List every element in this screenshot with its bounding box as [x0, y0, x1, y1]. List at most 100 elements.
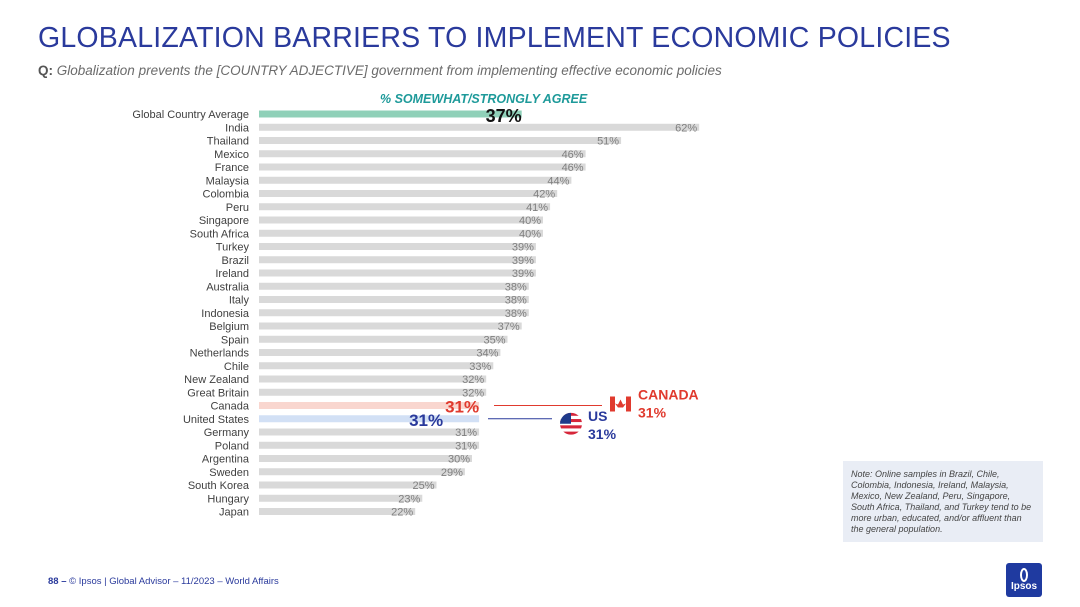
ipsos-logo: Ipsos — [1006, 563, 1042, 597]
bar — [259, 163, 586, 171]
bar — [259, 468, 465, 476]
bar — [259, 388, 487, 396]
bar — [259, 282, 529, 290]
value-label: 62% — [675, 122, 697, 134]
bar — [259, 415, 480, 423]
value-label: 39% — [512, 268, 534, 280]
value-label: 31% — [455, 427, 477, 439]
canada-callout-value: 31% — [638, 405, 667, 421]
category-label: Indonesia — [201, 308, 250, 320]
bar — [259, 243, 536, 250]
value-label: 31% — [455, 440, 477, 452]
category-label: France — [215, 162, 249, 174]
chart-subtitle: % SOMEWHAT/STRONGLY AGREE — [380, 92, 588, 106]
bar — [259, 402, 480, 409]
bar — [259, 375, 487, 383]
footer: 88 – © Ipsos | Global Advisor – 11/2023 … — [48, 576, 279, 587]
value-label: 39% — [512, 242, 534, 254]
category-label: Spain — [221, 334, 249, 346]
category-label: South Korea — [188, 480, 250, 492]
value-label: 22% — [391, 507, 413, 519]
category-label: Sweden — [209, 467, 249, 479]
value-label: 32% — [462, 387, 484, 399]
bar — [259, 508, 416, 515]
bar — [259, 481, 437, 489]
bar — [259, 349, 501, 356]
bar — [259, 229, 543, 237]
value-label: 33% — [469, 361, 491, 373]
value-label: 34% — [476, 348, 498, 360]
category-label: Singapore — [199, 215, 249, 227]
category-label: Peru — [226, 202, 249, 214]
bar — [259, 362, 494, 370]
value-label: 46% — [562, 149, 584, 161]
category-label: Global Country Average — [132, 109, 249, 121]
bar — [259, 137, 622, 144]
category-label: Chile — [224, 361, 249, 373]
us-callout-name: US — [588, 408, 607, 424]
value-label: 41% — [526, 202, 548, 214]
value-label: 39% — [512, 255, 534, 267]
value-label: 25% — [412, 480, 434, 492]
us-flag-icon — [560, 412, 582, 435]
bar — [259, 322, 522, 330]
bar — [259, 494, 423, 502]
canada-flag-band-right — [626, 396, 631, 412]
category-label: Japan — [219, 507, 249, 519]
note-box: Note: Online samples in Brazil, Chile, C… — [843, 461, 1043, 542]
category-label: Germany — [204, 427, 250, 439]
bar — [259, 296, 529, 303]
category-label: Argentina — [202, 454, 250, 466]
bar — [259, 150, 586, 158]
value-label: 38% — [505, 308, 527, 320]
page-title: GLOBALIZATION BARRIERS TO IMPLEMENT ECON… — [38, 22, 951, 54]
category-label: India — [225, 122, 250, 134]
logo-text: Ipsos — [1010, 581, 1038, 592]
category-label: Colombia — [203, 189, 250, 201]
value-label: 40% — [519, 228, 541, 240]
category-label: New Zealand — [184, 374, 249, 386]
category-label: Ireland — [215, 268, 249, 280]
value-label: 40% — [519, 215, 541, 227]
category-label: South Africa — [190, 228, 250, 240]
value-label: 42% — [533, 189, 555, 201]
category-label: Poland — [215, 440, 249, 452]
category-label: Mexico — [214, 149, 249, 161]
value-label: 29% — [441, 467, 463, 479]
bar — [259, 428, 480, 436]
bar — [259, 256, 536, 264]
value-label: 46% — [562, 162, 584, 174]
bar — [259, 441, 480, 449]
category-label: Italy — [229, 295, 250, 307]
value-label: 38% — [505, 281, 527, 293]
value-label: 30% — [448, 454, 470, 466]
value-label: 51% — [597, 136, 619, 148]
bar — [259, 309, 529, 317]
bar — [259, 203, 551, 211]
footer-text: © Ipsos | Global Advisor – 11/2023 – Wor… — [69, 576, 279, 587]
category-label: Belgium — [209, 321, 249, 333]
value-label: 32% — [462, 374, 484, 386]
page-number: 88 – — [48, 576, 67, 587]
bar — [259, 269, 536, 277]
us-callout-value: 31% — [588, 426, 617, 442]
bar — [259, 455, 472, 462]
bar — [259, 216, 543, 224]
value-label: 35% — [483, 334, 505, 346]
maple-leaf-icon — [615, 399, 626, 408]
question-text: Q: Globalization prevents the [COUNTRY A… — [38, 63, 722, 78]
value-label: 31% — [409, 411, 443, 430]
category-label: Netherlands — [190, 348, 250, 360]
category-label: Brazil — [221, 255, 249, 267]
category-label: Turkey — [216, 242, 250, 254]
bar — [259, 110, 522, 118]
value-label: 38% — [505, 295, 527, 307]
value-label: 44% — [547, 175, 569, 187]
category-label: Canada — [210, 401, 249, 413]
category-label: Malaysia — [206, 175, 250, 187]
logo-mark-icon — [1020, 568, 1028, 582]
value-label: 31% — [445, 398, 479, 417]
bar — [259, 190, 558, 197]
value-label: 23% — [398, 493, 420, 505]
question-prefix: Q: — [38, 63, 53, 78]
